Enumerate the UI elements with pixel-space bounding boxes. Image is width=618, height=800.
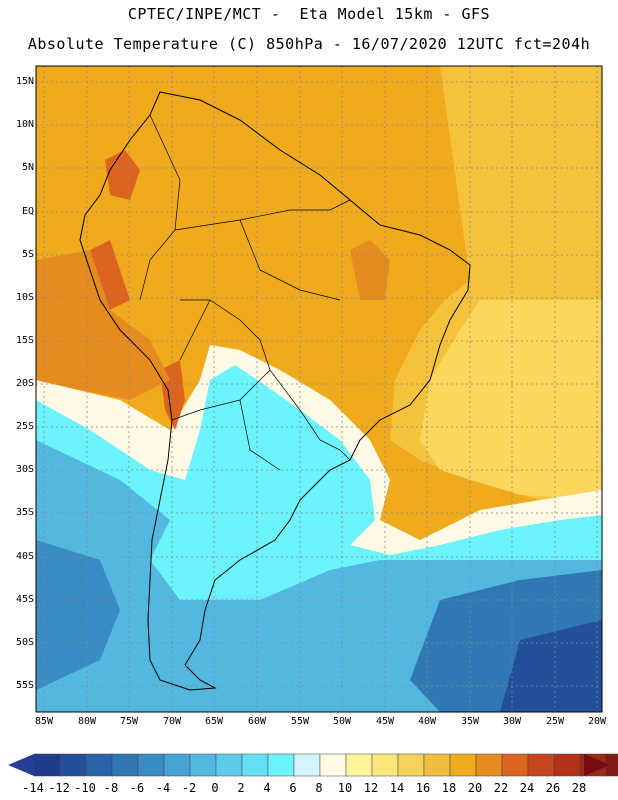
lon-label: 35W — [460, 716, 480, 727]
temperature-field — [36, 66, 602, 712]
lat-label: 5S — [21, 249, 34, 260]
temperature-map — [35, 65, 603, 713]
lat-label: 50S — [15, 637, 34, 648]
colorbar-under-arrow — [8, 754, 34, 776]
colorbar-cell — [449, 753, 477, 777]
lat-label: 30S — [15, 464, 34, 475]
colorbar-cell — [475, 753, 503, 777]
field-warm-peru — [90, 240, 130, 310]
lon-label: 40W — [417, 716, 437, 727]
lat-label: 55S — [15, 680, 34, 691]
lat-label: 35S — [15, 507, 34, 518]
lat-label: 15S — [15, 335, 34, 346]
colorbar-cell — [163, 753, 191, 777]
colorbar-cell — [319, 753, 347, 777]
colorbar-tick-label: 18 — [441, 781, 457, 795]
lon-label: 75W — [119, 716, 139, 727]
colorbar-tick-label: -4 — [155, 781, 171, 795]
colorbar-tick-label: -14 — [22, 781, 44, 795]
colorbar-over-arrow — [584, 754, 610, 776]
colorbar-tick-label: 2 — [237, 781, 245, 795]
map-frame — [35, 65, 603, 713]
colorbar-tick-label: 16 — [415, 781, 431, 795]
colorbar-cell — [33, 753, 61, 777]
colorbar-cell — [553, 753, 581, 777]
colorbar-tick-label: 8 — [315, 781, 323, 795]
national-borders — [139, 114, 351, 471]
colorbar-cell — [137, 753, 165, 777]
colorbar-tick-label: 6 — [289, 781, 297, 795]
lon-label: 55W — [290, 716, 310, 727]
lon-label: 85W — [34, 716, 54, 727]
colorbar-tick-label: 0 — [211, 781, 219, 795]
field-patagonia-anomaly — [130, 590, 370, 690]
lat-label: 45S — [15, 594, 34, 605]
lat-label: EQ — [21, 206, 34, 217]
map-title-line2: Absolute Temperature (C) 850hPa - 16/07/… — [27, 35, 591, 53]
south-america-coastline — [79, 91, 471, 691]
colorbar-tick-label: 22 — [493, 781, 509, 795]
colorbar-tick-label: 20 — [467, 781, 483, 795]
colorbar-cell — [423, 753, 451, 777]
lat-label: 20S — [15, 378, 34, 389]
colorbar-cell — [397, 753, 425, 777]
colorbar-tick-label: -2 — [181, 781, 197, 795]
colorbar-tick-label: 10 — [337, 781, 353, 795]
lon-label: 80W — [77, 716, 97, 727]
lon-label: 60W — [247, 716, 267, 727]
lat-label: 5N — [21, 162, 34, 173]
colorbar-cell — [59, 753, 87, 777]
colorbar-cell — [215, 753, 243, 777]
colorbar-cell — [85, 753, 113, 777]
colorbar-tick-label: 4 — [263, 781, 271, 795]
lon-label: 25W — [545, 716, 565, 727]
field-atlantic-lightyellow — [420, 300, 602, 500]
field-pacific-orange — [36, 250, 170, 400]
colorbar-cell — [293, 753, 321, 777]
colorbar-cell — [345, 753, 373, 777]
colorbar-tick-label: 14 — [389, 781, 405, 795]
colorbar-cell — [241, 753, 269, 777]
lon-label: 65W — [204, 716, 224, 727]
colorbar — [8, 753, 618, 777]
graticule — [36, 66, 602, 712]
colorbar-cell — [267, 753, 295, 777]
field-warm-colombia — [105, 150, 140, 200]
colorbar-cells — [33, 753, 618, 777]
colorbar-tick-label: -10 — [74, 781, 96, 795]
lat-label: 10N — [15, 119, 34, 130]
map-title-line1: CPTEC/INPE/MCT - Eta Model 15km - GFS — [127, 5, 491, 23]
colorbar-tick-label: 24 — [519, 781, 535, 795]
colorbar-cell — [111, 753, 139, 777]
colorbar-tick-label: -6 — [129, 781, 145, 795]
field-cold-pacific — [36, 540, 120, 690]
lon-label: 30W — [502, 716, 522, 727]
colorbar-cell — [527, 753, 555, 777]
lat-label: 15N — [15, 76, 34, 87]
colorbar-tick-label: 12 — [363, 781, 379, 795]
lat-label: 40S — [15, 551, 34, 562]
colorbar-tick-label: -12 — [48, 781, 70, 795]
lon-label: 50W — [332, 716, 352, 727]
lon-label: 20W — [587, 716, 607, 727]
lat-label: 10S — [15, 292, 34, 303]
colorbar-tick-label: 26 — [545, 781, 561, 795]
colorbar-tick-label: 28 — [571, 781, 587, 795]
colorbar-cell — [371, 753, 399, 777]
field-warm-brazil — [350, 240, 390, 300]
lon-label: 70W — [162, 716, 182, 727]
colorbar-cell — [501, 753, 529, 777]
colorbar-cell — [189, 753, 217, 777]
colorbar-tick-label: -8 — [103, 781, 119, 795]
lat-label: 25S — [15, 421, 34, 432]
lon-label: 45W — [375, 716, 395, 727]
